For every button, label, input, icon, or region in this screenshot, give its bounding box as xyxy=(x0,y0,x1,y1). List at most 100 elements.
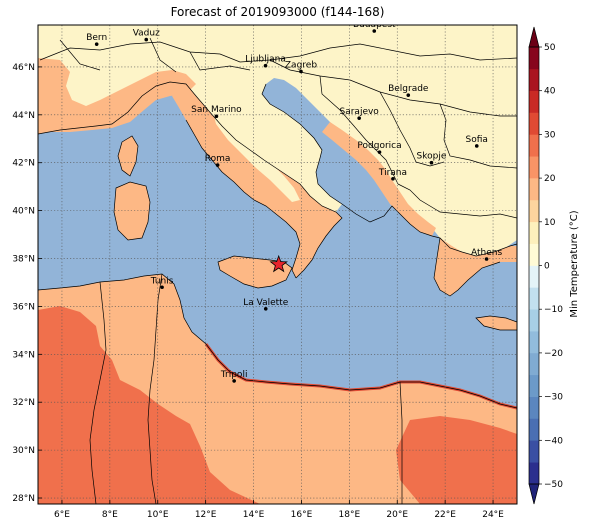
land-apennines xyxy=(212,108,300,202)
colorbar-segment xyxy=(529,68,539,91)
colorbar-tick-label: 10 xyxy=(544,218,556,228)
colorbar-segment xyxy=(529,396,539,419)
city-dot xyxy=(232,379,236,383)
x-tick-label: 20°E xyxy=(386,510,408,520)
city-label: Podgorica xyxy=(357,141,401,151)
colorbar-label: Min Temperature (°C) xyxy=(569,210,580,317)
city-dot xyxy=(429,160,434,165)
land-balkan-warm xyxy=(322,122,436,236)
colorbar-segment xyxy=(529,287,539,310)
colorbar-segment xyxy=(529,374,539,397)
y-tick-label: 30°N xyxy=(12,446,35,456)
city-dot xyxy=(263,307,268,311)
colorbar-segment xyxy=(529,134,539,157)
colorbar-tick-label: −40 xyxy=(544,436,563,446)
colorbar-segment xyxy=(529,309,539,332)
map-frame xyxy=(37,24,518,505)
city-dot xyxy=(406,93,411,97)
colorbar-tick-label: −10 xyxy=(544,305,563,315)
land-corsica xyxy=(118,136,138,176)
city-label: Ljubljana xyxy=(245,55,286,65)
y-tick-label: 36°N xyxy=(12,302,35,312)
city-dot xyxy=(214,114,219,119)
colorbar-tick-label: −30 xyxy=(544,393,563,403)
colorbar-tick-label: −20 xyxy=(544,349,563,359)
colorbar-under-arrow xyxy=(528,483,540,505)
city-dot xyxy=(215,163,220,167)
colorbar-tick-label: 50 xyxy=(544,43,556,53)
colorbar-segment xyxy=(529,199,539,223)
land-africa-east-warm xyxy=(396,416,517,504)
x-tick-label: 8°E xyxy=(102,510,118,520)
x-tick-label: 14°E xyxy=(243,510,265,520)
x-tick-label: 6°E xyxy=(54,510,70,520)
y-tick-label: 46°N xyxy=(12,63,35,73)
colorbar-segment xyxy=(529,331,539,354)
city-label: Tunis xyxy=(150,276,174,286)
city-label: Roma xyxy=(205,154,231,164)
city-dot xyxy=(94,42,99,46)
city-dot xyxy=(160,285,164,290)
colorbar-tick-label: −50 xyxy=(544,480,563,490)
city-dot xyxy=(144,37,149,42)
x-tick-label: 10°E xyxy=(147,510,169,520)
x-tick-label: 22°E xyxy=(434,510,456,520)
colorbar-segment xyxy=(529,112,539,135)
city-label: Zagreb xyxy=(285,60,317,70)
city-dot xyxy=(391,176,395,181)
x-tick-label: 24°E xyxy=(482,510,504,520)
x-axis-ticks: 6°E 8°E 10°E 12°E 14°E 16°E 18°E 20°E 22°E 24°E xyxy=(54,500,504,520)
y-tick-label: 38°N xyxy=(12,255,35,265)
y-axis-ticks: 28°N 30°N 32°N 34°N 36°N 38°N 40°N 42°N 44°N 46°N xyxy=(12,63,42,504)
city-label: La Valette xyxy=(243,298,288,308)
city-dot xyxy=(377,150,382,154)
y-tick-label: 28°N xyxy=(12,494,35,504)
colorbar-segment xyxy=(529,265,539,288)
city-dot xyxy=(299,69,303,74)
city-dot xyxy=(263,63,268,68)
colorbar-segment xyxy=(529,178,539,201)
city-label: Athens xyxy=(471,248,502,258)
colorbar-tick-label: 0 xyxy=(544,262,550,272)
colorbar-segment xyxy=(529,47,539,70)
city-dot xyxy=(372,29,377,33)
colorbar xyxy=(528,26,540,505)
city-label: Budapest xyxy=(353,20,396,30)
x-tick-label: 12°E xyxy=(195,510,217,520)
colorbar-over-arrow xyxy=(528,26,540,48)
colorbar-segment xyxy=(529,440,539,463)
land-italy xyxy=(172,84,342,278)
city-label: Tirana xyxy=(378,168,407,178)
city-label: Vaduz xyxy=(133,29,160,39)
chart-title: Forecast of 2019093000 (f144-168) xyxy=(170,5,385,19)
city-label: Tripoli xyxy=(220,370,248,380)
y-tick-label: 42°N xyxy=(12,159,35,169)
star-marker xyxy=(269,254,288,273)
colorbar-segment xyxy=(529,418,539,441)
x-tick-label: 18°E xyxy=(339,510,361,520)
x-tick-label: 16°E xyxy=(291,510,313,520)
city-label: Sarajevo xyxy=(340,107,380,117)
y-tick-label: 40°N xyxy=(12,207,35,217)
city-label: Sofia xyxy=(466,135,488,145)
colorbar-tick-label: 20 xyxy=(544,174,556,184)
y-tick-label: 34°N xyxy=(12,350,35,360)
land-europe xyxy=(38,25,517,276)
colorbar-tick-label: 40 xyxy=(544,87,556,97)
city-label: San Marino xyxy=(191,105,242,115)
city-dot xyxy=(484,257,489,261)
colorbar-ticks: −50 −40 −30 −20 −10 0 10 20 30 40 50 xyxy=(539,43,563,490)
colorbar-segment xyxy=(529,221,539,244)
borders xyxy=(38,37,517,504)
colorbar-segment xyxy=(529,156,539,179)
colorbar-segment xyxy=(529,243,539,266)
city-label: Skopje xyxy=(417,152,447,162)
city-dot xyxy=(474,144,479,148)
city-label: Bern xyxy=(86,33,107,43)
colorbar-segment xyxy=(529,462,539,485)
land-sardinia xyxy=(114,182,150,240)
city-label: Belgrade xyxy=(388,84,429,94)
